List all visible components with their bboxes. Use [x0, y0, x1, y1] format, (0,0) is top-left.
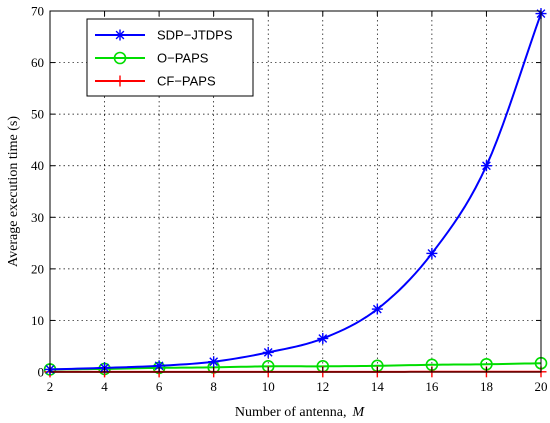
y-tick-label: 20 [31, 261, 44, 276]
asterisk-marker [262, 346, 274, 358]
x-tick-label: 12 [316, 379, 329, 394]
x-tick-label: 6 [156, 379, 163, 394]
y-tick-label: 70 [31, 4, 44, 19]
y-tick-label: 40 [31, 158, 44, 173]
legend-label: SDP−JTDPS [157, 28, 233, 43]
x-tick-label: 10 [262, 379, 275, 394]
asterisk-marker [317, 332, 329, 344]
legend-label: O−PAPS [157, 51, 209, 66]
x-tick-label: 4 [101, 379, 108, 394]
x-tick-label: 18 [480, 379, 493, 394]
asterisk-marker [208, 356, 220, 368]
x-tick-label: 8 [210, 379, 217, 394]
plus-marker [114, 75, 126, 87]
asterisk-marker [480, 160, 492, 172]
y-tick-label: 30 [31, 210, 44, 225]
y-tick-label: 0 [38, 365, 45, 380]
circle-marker [113, 51, 127, 65]
x-axis-label: Number of antenna, M [235, 405, 366, 420]
y-tick-label: 50 [31, 107, 44, 122]
plot-frame [49, 10, 542, 373]
x-tick-label: 2 [47, 379, 54, 394]
legend-label: CF−PAPS [157, 74, 216, 89]
ticks: 2 4 6 8 10 12 14 16 18 20 0 10 20 30 40 50 60 70 [31, 4, 548, 395]
series-line [49, 362, 542, 371]
asterisk-marker [426, 247, 438, 259]
x-tick-label: 14 [371, 379, 385, 394]
y-tick-label: 10 [31, 313, 44, 328]
x-tick-label: 16 [425, 379, 439, 394]
asterisk-marker [371, 303, 383, 315]
y-axis-label: Average execution time (s) [6, 116, 21, 267]
x-tick-label: 20 [535, 379, 548, 394]
asterisk-marker [114, 29, 126, 41]
legend: SDP−JTDPS O−PAPS CF−PAPS [86, 18, 254, 97]
y-tick-label: 60 [31, 55, 44, 70]
series-line [49, 13, 542, 371]
